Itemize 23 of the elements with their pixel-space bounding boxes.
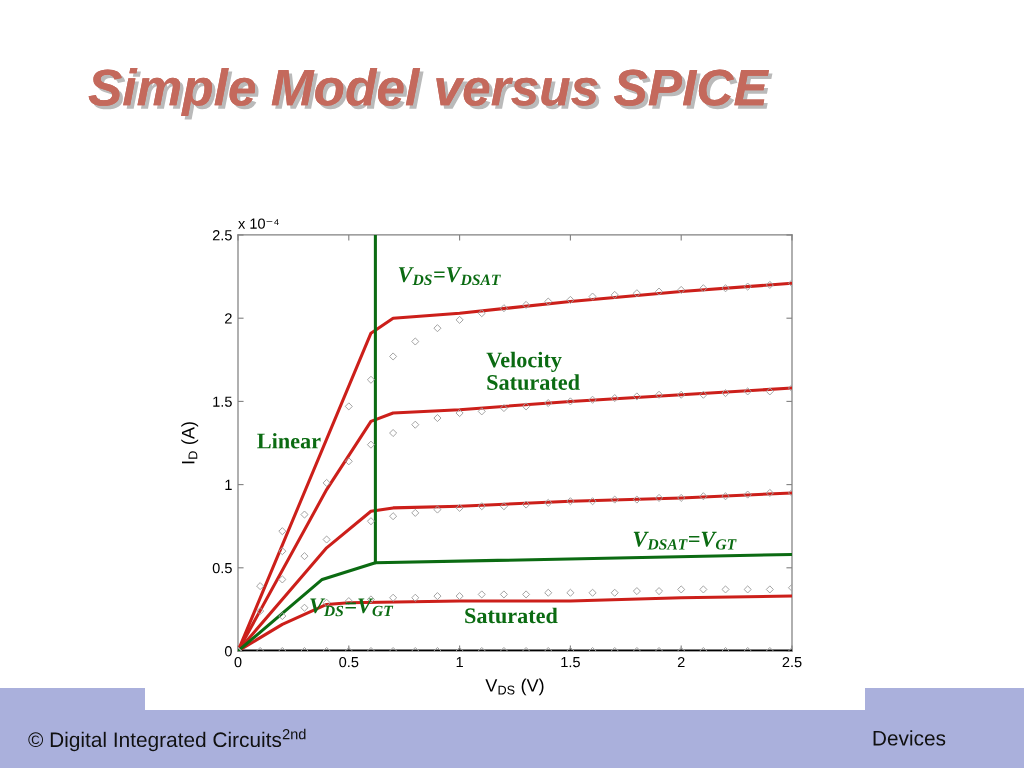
x-tick-label: 2 <box>677 656 685 668</box>
y-tick-label: 2.5 <box>212 230 232 241</box>
x-axis-title: V$_{DS}$ (V) <box>485 678 544 696</box>
y-tick-label: 0 <box>224 646 232 657</box>
y-tick-label: 0.5 <box>212 562 232 574</box>
x-tick-label: 2.5 <box>782 656 802 668</box>
annotation: Velocity Saturated <box>486 351 580 390</box>
y-tick-label: 1 <box>225 479 232 490</box>
x-tick-label: 1 <box>456 657 463 668</box>
x-tick-label: 0 <box>234 656 242 668</box>
annotation: Linear <box>257 432 321 449</box>
chart-title: Simple Model versus SPICE <box>88 68 773 120</box>
y-axis-title: I$_{D}$ (A) <box>181 422 199 464</box>
annotation: V$_{DSAT}$=V$_{GT}$ <box>633 531 737 550</box>
x-tick-label: 1.5 <box>561 657 580 668</box>
y-tick-label: 1.5 <box>213 396 232 407</box>
annotation: Saturated <box>465 607 558 624</box>
x-tick-label: 0.5 <box>339 656 359 668</box>
y-tick-label: 2 <box>225 313 232 324</box>
annotation: V$_{DS}$=V$_{DSAT}$ <box>398 267 501 286</box>
text: Devices <box>873 730 946 746</box>
text: x 10⁻⁴ <box>238 218 279 229</box>
text: © Digital Integrated Circuits$^{2nd}$ <box>28 728 306 752</box>
